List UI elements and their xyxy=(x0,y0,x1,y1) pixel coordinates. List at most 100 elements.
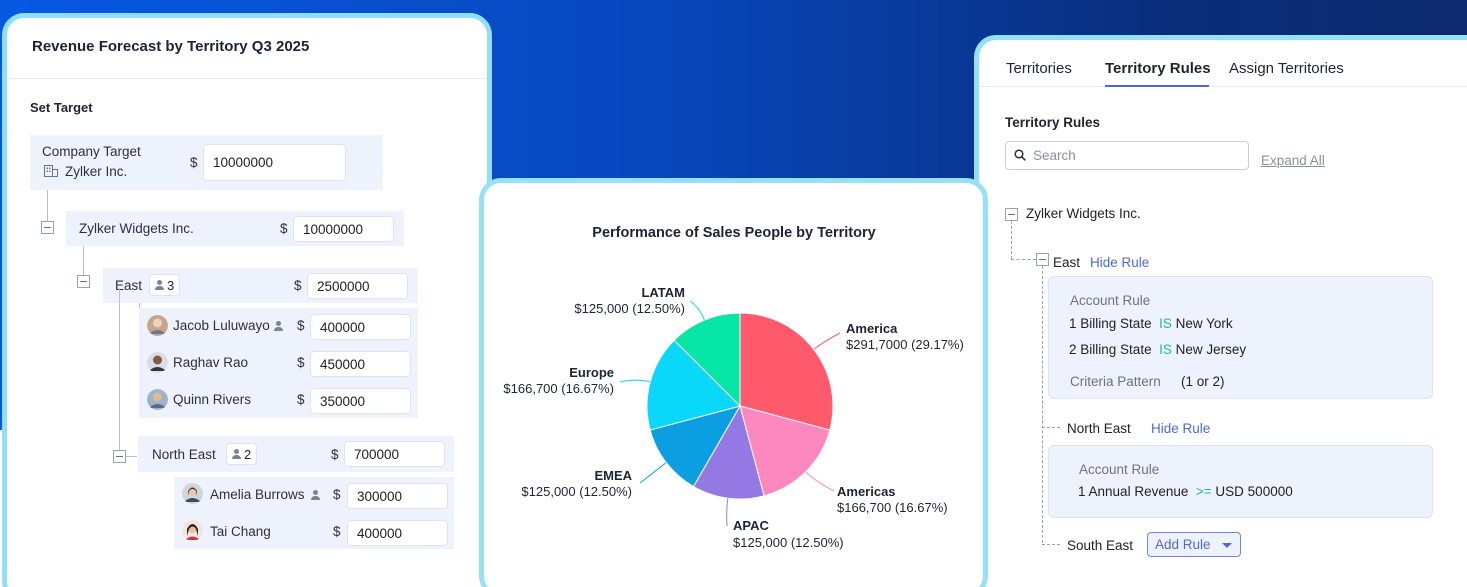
tree-connector xyxy=(1011,221,1012,259)
member-target-input[interactable] xyxy=(310,314,411,340)
slice-value-label: $125,000 (12.50%) xyxy=(733,535,844,550)
condition-operator: IS xyxy=(1159,342,1172,357)
slice-name-label: America xyxy=(846,321,898,336)
east-territory: East xyxy=(1053,255,1081,270)
member-name: Amelia Burrows xyxy=(210,487,305,502)
add-rule-button[interactable]: Add Rule xyxy=(1147,532,1241,557)
sales-performance-card: Performance of Sales People by Territory… xyxy=(479,178,988,587)
member-name: Raghav Rao xyxy=(173,355,249,370)
tree-connector xyxy=(1042,544,1060,545)
chart-title: Performance of Sales People by Territory xyxy=(592,225,876,241)
set-target-heading: Set Target xyxy=(30,100,93,115)
person-icon xyxy=(274,321,283,331)
member-name: Tai Chang xyxy=(210,524,271,539)
pie-chart: America$291,7000 (29.17%)Americas$166,70… xyxy=(503,285,963,550)
root-territory: Zylker Widgets Inc. xyxy=(1026,206,1141,221)
tree-connector xyxy=(119,456,137,457)
section-title: Territory Rules xyxy=(1005,115,1101,130)
pie-slice-emea[interactable] xyxy=(649,405,742,488)
chevron-down-icon xyxy=(1222,543,1232,548)
leader-line xyxy=(689,300,705,321)
tree-connector xyxy=(83,246,84,275)
divider xyxy=(7,78,487,79)
company-name: Zylker Inc. xyxy=(65,164,128,179)
slice-value-label: $125,000 (12.50%) xyxy=(521,484,632,499)
member-name: Jacob Luluwayo xyxy=(173,318,270,333)
slice-value-label: $166,700 (16.67%) xyxy=(503,381,614,396)
divider xyxy=(979,86,1467,87)
pie-slice-americas[interactable] xyxy=(739,405,831,497)
tab-assign-territories[interactable]: Assign Territories xyxy=(1229,60,1344,77)
avatar xyxy=(147,352,168,373)
slice-name-label: Europe xyxy=(569,365,614,380)
avatar xyxy=(147,389,168,410)
criteria-value: (1 or 2) xyxy=(1181,374,1225,389)
rule-condition: 1 Billing State IS New York xyxy=(1069,316,1233,331)
leader-line xyxy=(639,462,667,484)
rule-title: Account Rule xyxy=(1079,462,1160,477)
north-east-label: North East xyxy=(152,447,216,462)
hide-rule-link[interactable]: Hide Rule xyxy=(1151,421,1211,436)
collapse-toggle[interactable] xyxy=(1036,253,1049,266)
revenue-forecast-card: Revenue Forecast by Territory Q3 2025 Se… xyxy=(2,13,492,587)
tab-territories[interactable]: Territories xyxy=(1006,60,1072,77)
expand-all-link[interactable]: Expand All xyxy=(1261,153,1325,168)
search-input[interactable] xyxy=(1005,141,1249,170)
condition-operator: >= xyxy=(1195,484,1212,499)
condition-operator: IS xyxy=(1159,316,1172,331)
east-label: East xyxy=(115,278,143,293)
pie-slice-america[interactable] xyxy=(739,312,834,431)
condition-field: Billing State xyxy=(1080,342,1152,357)
east-rule-box xyxy=(1048,276,1433,399)
condition-field: Billing State xyxy=(1080,316,1152,331)
slice-name-label: EMEA xyxy=(594,468,632,483)
company-target-input[interactable] xyxy=(203,144,346,181)
currency-symbol: $ xyxy=(294,278,302,293)
member-target-input[interactable] xyxy=(310,388,411,414)
east-target-input[interactable] xyxy=(307,273,408,299)
avatar xyxy=(147,315,168,336)
collapse-toggle[interactable] xyxy=(113,450,126,463)
north-east-target-input[interactable] xyxy=(344,441,445,467)
condition-field: Annual Revenue xyxy=(1088,484,1189,499)
condition-number: 1 xyxy=(1078,484,1086,499)
north-east-territory: North East xyxy=(1067,421,1131,436)
slice-value-label: $125,000 (12.50%) xyxy=(574,301,685,316)
leader-line xyxy=(726,498,729,527)
person-icon xyxy=(311,490,320,500)
north-east-rule-box xyxy=(1048,445,1433,518)
territory-rules-card: Territories Territory Rules Assign Terri… xyxy=(974,35,1467,587)
collapse-toggle[interactable] xyxy=(1005,208,1018,221)
criteria-label: Criteria Pattern xyxy=(1070,374,1161,389)
leader-line xyxy=(619,379,651,383)
condition-number: 2 xyxy=(1069,342,1077,357)
slice-value-label: $166,700 (16.67%) xyxy=(837,500,948,515)
avatar xyxy=(182,483,203,504)
pie-slice-apac[interactable] xyxy=(692,404,765,500)
condition-value: New Jersey xyxy=(1175,342,1247,357)
slice-name-label: APAC xyxy=(733,518,769,533)
tab-territory-rules[interactable]: Territory Rules xyxy=(1105,60,1211,77)
rule-condition: 2 Billing State IS New Jersey xyxy=(1069,342,1246,357)
currency-symbol: $ xyxy=(331,447,339,462)
tree-connector xyxy=(1042,266,1043,543)
currency-symbol: $ xyxy=(333,524,341,539)
member-target-input[interactable] xyxy=(347,483,448,509)
search-icon xyxy=(1014,149,1026,161)
person-icon xyxy=(232,449,241,459)
tree-connector xyxy=(119,288,120,456)
leader-line xyxy=(813,332,841,350)
leader-line xyxy=(805,471,835,492)
collapse-toggle[interactable] xyxy=(41,221,54,234)
member-name: Quinn Rivers xyxy=(173,392,252,407)
pie-slice-europe[interactable] xyxy=(646,339,741,431)
member-target-input[interactable] xyxy=(310,351,411,377)
page-title: Revenue Forecast by Territory Q3 2025 xyxy=(32,38,310,55)
widgets-target-input[interactable] xyxy=(293,216,394,242)
member-count-badge: 2 xyxy=(226,443,258,465)
add-rule-label: Add Rule xyxy=(1155,537,1211,552)
rule-condition: 1 Annual Revenue >= USD 500000 xyxy=(1078,484,1293,499)
collapse-toggle[interactable] xyxy=(77,275,90,288)
member-target-input[interactable] xyxy=(347,520,448,546)
hide-rule-link[interactable]: Hide Rule xyxy=(1090,255,1150,270)
